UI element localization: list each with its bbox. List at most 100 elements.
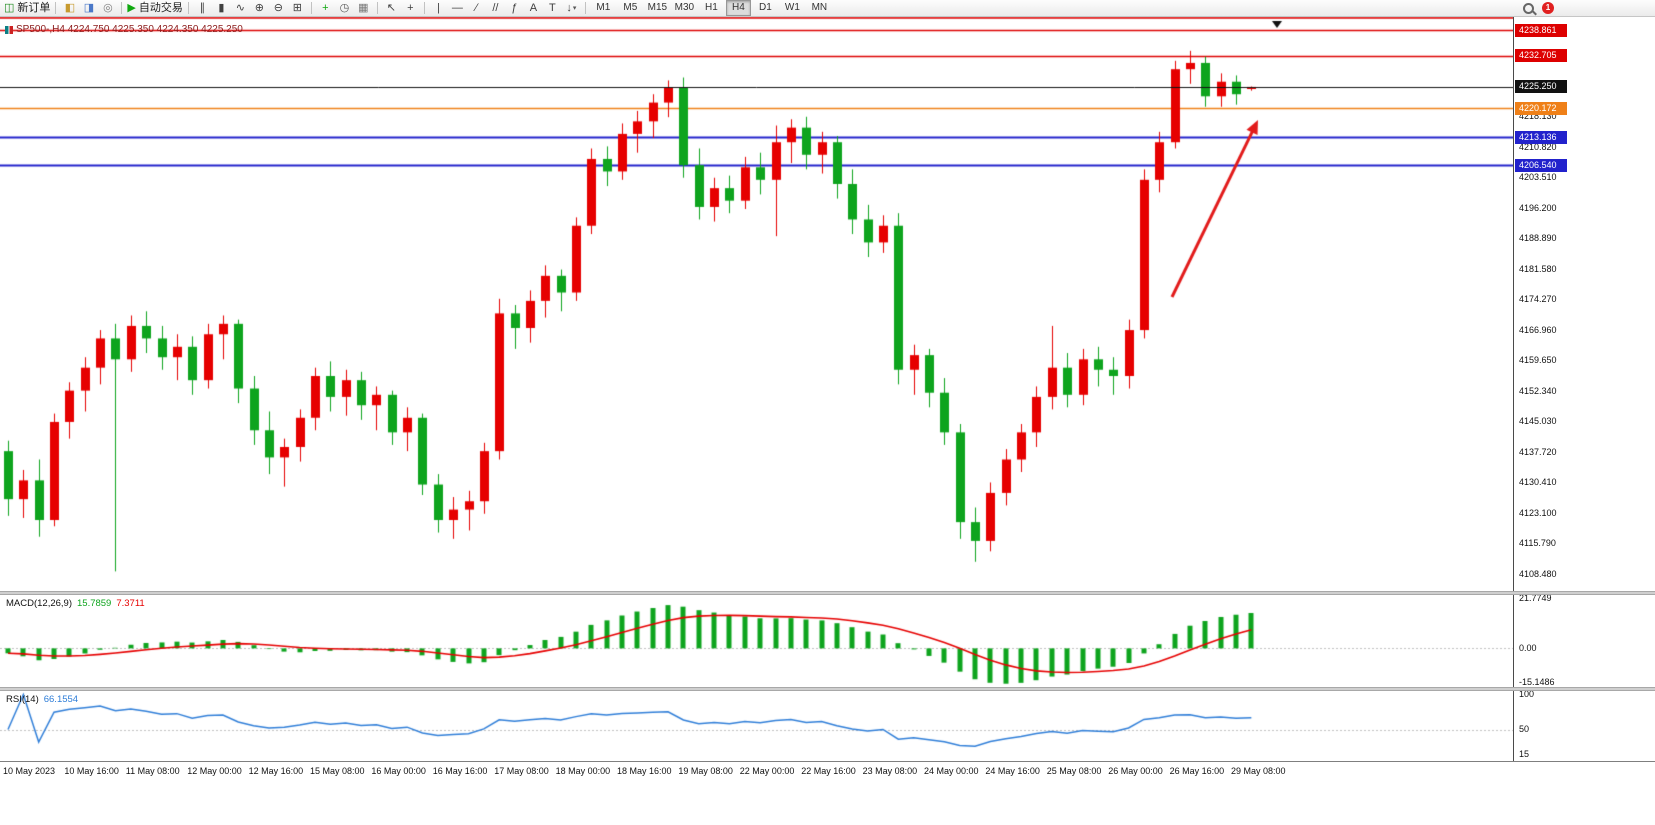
tf-button-H1[interactable]: H1 xyxy=(704,2,718,13)
cursor-icon[interactable]: ↖ xyxy=(383,1,400,16)
channel-icon: // xyxy=(492,1,499,14)
vertical-line-icon: | xyxy=(436,1,440,14)
zoom-out-icon: ⊖ xyxy=(273,1,283,14)
toolbar-separator xyxy=(121,2,123,14)
main-price-chart-canvas[interactable] xyxy=(0,17,1513,591)
time-axis-label: 16 May 16:00 xyxy=(432,766,488,776)
charts-window-icon[interactable]: ◧ xyxy=(61,1,78,16)
periods-icon[interactable]: ◷ xyxy=(336,1,353,16)
templates-icon[interactable]: ▦ xyxy=(355,1,372,16)
crosshair-icon[interactable]: + xyxy=(402,1,419,16)
price-axis-label: 4174.270 xyxy=(1519,294,1557,305)
indicators-icon: + xyxy=(322,1,329,14)
toolbar-separator xyxy=(423,2,425,14)
trendline-icon[interactable]: ∕ xyxy=(468,1,485,16)
profiles-icon[interactable]: ◨ xyxy=(80,1,97,16)
zoom-in-icon[interactable]: ⊕ xyxy=(251,1,268,16)
tf-button-D1[interactable]: D1 xyxy=(758,2,772,13)
arrows-tool-icon[interactable]: ↓ ▾ xyxy=(563,1,580,16)
label-icon: T xyxy=(549,1,556,14)
macd-axis-label: 0.00 xyxy=(1519,642,1537,653)
price-axis-label: 4203.510 xyxy=(1519,172,1557,183)
autotrading-play-icon: ▶ xyxy=(127,1,136,14)
time-axis-label: 18 May 16:00 xyxy=(617,766,672,776)
text-icon: A xyxy=(529,1,538,14)
price-axis-label: 4166.960 xyxy=(1519,324,1557,335)
tf-button-MN[interactable]: MN xyxy=(811,2,828,13)
price-axis[interactable]: 4218.130 4210.820 4203.510 4196.200 4188.890… xyxy=(1513,17,1655,761)
tf-button-W1[interactable]: W1 xyxy=(784,2,800,13)
pane-separator-macd[interactable] xyxy=(0,591,1655,595)
macd-axis-label: 21.7749 xyxy=(1519,593,1552,604)
new-order-button-label: 新订单 xyxy=(17,1,51,14)
search-icon[interactable] xyxy=(1523,2,1534,14)
line-chart-icon: ∿ xyxy=(235,1,245,14)
time-axis-label: 18 May 00:00 xyxy=(555,766,611,776)
tf-button-M5[interactable]: M5 xyxy=(623,2,638,13)
price-axis-label: 4218.130 xyxy=(1519,111,1557,122)
autotrading-button[interactable]: ▶ 自动交易 xyxy=(127,1,182,16)
macd-signal-value: 7.3711 xyxy=(116,598,145,609)
time-axis-label: 10 May 16:00 xyxy=(64,766,119,776)
tf-button-M30[interactable]: M30 xyxy=(674,2,695,13)
time-axis-label: 11 May 08:00 xyxy=(125,766,180,776)
time-axis-label: 26 May 16:00 xyxy=(1169,766,1225,776)
text-icon[interactable]: A xyxy=(525,1,542,16)
macd-indicator-canvas[interactable] xyxy=(0,595,1513,687)
bar-chart-icon[interactable]: ∥ xyxy=(194,1,211,16)
tf-button-M1[interactable]: M1 xyxy=(596,2,611,13)
rsi-axis-label: 100 xyxy=(1519,689,1535,699)
periods-icon: ◷ xyxy=(339,1,350,14)
candlestick-icon[interactable]: ▮ xyxy=(213,1,230,16)
toolbar-buttons: ◫ 新订单 ◧ ◨ ◎ ▶ 自动交易 ∥ ▮ ∿ ⊕ ⊖ ⊞ + ◷ ▦ ↖ + | — ∕ // ƒ A T ↓ ▾ M1 M5 M15… xyxy=(3,0,833,16)
macd-name: MACD(12,26,9) xyxy=(6,598,72,609)
time-axis-label: 22 May 16:00 xyxy=(801,766,856,776)
tile-windows-icon: ⊞ xyxy=(292,1,302,14)
label-icon[interactable]: T xyxy=(544,1,561,16)
alert-badge[interactable]: 1 xyxy=(1542,2,1554,14)
pane-separator-rsi[interactable] xyxy=(0,687,1655,691)
time-axis-label: 25 May 08:00 xyxy=(1046,766,1102,776)
arrows-tool-icon: ↓ xyxy=(566,1,572,14)
price-axis-label: 4108.480 xyxy=(1519,568,1557,579)
vertical-line-icon[interactable]: | xyxy=(430,1,447,16)
new-order-icon: ◫ xyxy=(4,1,15,14)
rsi-axis-label: 50 xyxy=(1519,724,1530,734)
toolbar-separator xyxy=(584,2,586,14)
tile-windows-icon[interactable]: ⊞ xyxy=(289,1,306,16)
rsi-value: 66.1554 xyxy=(43,694,79,705)
tf-button-H4[interactable]: H4 xyxy=(725,0,751,16)
candlestick-icon: ▮ xyxy=(218,1,225,14)
line-chart-icon[interactable]: ∿ xyxy=(232,1,249,16)
tf-button-M15[interactable]: M15 xyxy=(647,2,668,13)
price-axis-label: 4196.200 xyxy=(1519,202,1557,213)
time-axis-label: 16 May 00:00 xyxy=(371,766,426,776)
refresh-icon[interactable]: ◎ xyxy=(99,1,116,16)
charts-window-icon: ◧ xyxy=(64,1,76,14)
toolbar-separator xyxy=(55,2,57,14)
macd-axis-label: -15.1486 xyxy=(1519,677,1555,688)
price-axis-label: 4188.890 xyxy=(1519,233,1557,244)
horizontal-line-icon[interactable]: — xyxy=(449,1,466,16)
macd-indicator-label: MACD(12,26,9) 15.7859 7.3711 xyxy=(6,598,145,609)
channel-icon[interactable]: // xyxy=(487,1,504,16)
time-axis-label: 23 May 08:00 xyxy=(862,766,918,776)
indicators-icon[interactable]: + xyxy=(317,1,334,16)
templates-icon: ▦ xyxy=(358,1,369,14)
rsi-axis-label: 15 xyxy=(1519,748,1530,759)
new-order-button[interactable]: ◫ 新订单 xyxy=(4,1,50,16)
price-axis-label: 4145.030 xyxy=(1519,416,1557,427)
chart-ohlc-title: SP500-,H4 4224.750 4225.350 4224.350 422… xyxy=(5,24,243,35)
time-axis-label: 19 May 08:00 xyxy=(678,766,733,776)
fibonacci-icon[interactable]: ƒ xyxy=(506,1,523,16)
zoom-out-icon[interactable]: ⊖ xyxy=(270,1,287,16)
time-axis-label: 22 May 00:00 xyxy=(739,766,795,776)
time-axis[interactable]: 10 May 2023 10 May 16:00 11 May 08:00 12 Ma… xyxy=(0,761,1655,782)
chart-window: SP500-,H4 4224.750 4225.350 4224.350 422… xyxy=(0,17,1655,825)
time-axis-label: 12 May 00:00 xyxy=(187,766,242,776)
zoom-in-icon: ⊕ xyxy=(254,1,264,14)
rsi-indicator-canvas[interactable] xyxy=(0,691,1513,761)
profiles-icon: ◨ xyxy=(83,1,95,14)
price-line-badge: 4232.705 xyxy=(1515,49,1567,63)
